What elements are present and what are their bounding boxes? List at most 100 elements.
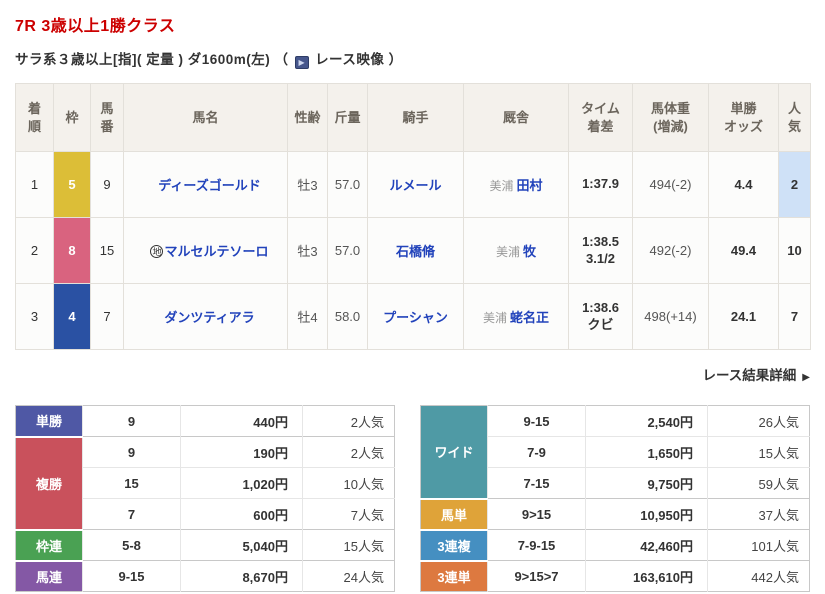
payout-popularity: 24人気 [302, 560, 395, 592]
combination: 9 [82, 405, 181, 437]
combination: 15 [82, 467, 181, 499]
race-conditions-line: サラ系３歳以上[指]( 定量 ) ダ1600m(左) （ ▶ レース映像 ） [15, 48, 810, 69]
bet-type-trifecta: 3連単 [420, 559, 488, 592]
win-odds: 49.4 [708, 217, 779, 284]
payout-popularity: 2人気 [302, 436, 395, 468]
bet-type-win: 単勝 [15, 405, 83, 437]
payout-amount: 42,460円 [585, 529, 708, 561]
combination: 9-15 [82, 560, 181, 592]
payout-amount: 2,540円 [585, 405, 708, 437]
popularity-rank: 10 [778, 217, 811, 284]
combination: 7-9-15 [487, 529, 586, 561]
col-win-odds: 単勝 オッズ [708, 83, 779, 152]
bet-type-wide: ワイド [420, 405, 488, 499]
trainer-link[interactable]: 田村 [516, 178, 543, 193]
col-time-margin: タイム 着差 [568, 83, 633, 152]
payout-section: 単勝 9 440円 2人気 複勝 9 190円 2人気 15 1,020円 10… [15, 405, 810, 592]
payout-popularity: 7人気 [302, 498, 395, 530]
paren-close: ） [388, 52, 403, 67]
payout-popularity: 442人気 [707, 560, 810, 592]
horse-name-link[interactable]: ダンツティアラ [164, 310, 255, 325]
payout-row: 3連単 9>15>7 163,610円 442人気 [420, 559, 810, 592]
time-margin: 1:38.5 3.1/2 [568, 217, 633, 284]
detail-link-row: レース結果詳細 ▶ [15, 364, 810, 385]
payout-amount: 1,650円 [585, 436, 708, 468]
horse-number: 7 [90, 283, 124, 350]
combination: 9-15 [487, 405, 586, 437]
frame-number: 8 [53, 217, 91, 284]
race-result-detail-link[interactable]: レース結果詳細 ▶ [702, 368, 810, 383]
payout-amount: 9,750円 [585, 467, 708, 499]
finish-position: 3 [15, 283, 54, 350]
col-stable: 厩舎 [463, 83, 569, 152]
popularity-rank: 7 [778, 283, 811, 350]
combination: 5-8 [82, 529, 181, 561]
payout-row: 7 600円 7人気 [16, 498, 395, 530]
jockey-link[interactable]: プーシャン [383, 310, 448, 325]
payout-row: 馬連 9-15 8,670円 24人気 [15, 559, 395, 592]
finish-position: 1 [15, 151, 54, 218]
win-odds: 4.4 [708, 151, 779, 218]
combination: 9 [82, 436, 181, 468]
finish-time: 1:37.9 [582, 176, 619, 192]
payout-row: 枠連 5-8 5,040円 15人気 [15, 528, 395, 561]
stable-region: 美浦 [482, 311, 507, 325]
results-header-row: 着 順 枠 馬 番 馬名 性齢 斤量 騎手 厩舎 タイム 着差 馬体重 (増減)… [15, 83, 811, 152]
payout-popularity: 101人気 [707, 529, 810, 561]
payout-row: 15 1,020円 10人気 [16, 467, 395, 499]
win-odds: 24.1 [708, 283, 779, 350]
horse-number: 15 [90, 217, 124, 284]
col-horse-name: 馬名 [123, 83, 288, 152]
payout-row: 7-9 1,650円 15人気 [421, 436, 810, 468]
bet-type-quinella: 馬連 [15, 559, 83, 592]
payout-row: ワイド 9-15 2,540円 26人気 [420, 405, 810, 499]
race-title: 7R 3歳以上1勝クラス [15, 18, 176, 35]
popularity-rank: 2 [778, 151, 811, 218]
payout-amount: 600円 [180, 498, 303, 530]
carried-weight: 57.0 [327, 151, 368, 218]
combination: 7-15 [487, 467, 586, 499]
body-weight: 498(+14) [632, 283, 709, 350]
sex-age: 牡3 [287, 217, 328, 284]
jockey-link[interactable]: ルメール [389, 178, 442, 193]
trainer-link[interactable]: 牧 [523, 244, 537, 259]
time-margin: 1:37.9 [568, 151, 633, 218]
horse-name-link[interactable]: ディーズゴールド [158, 178, 261, 193]
col-finish: 着 順 [15, 83, 54, 152]
payout-popularity: 15人気 [707, 436, 810, 468]
finish-time: 1:38.5 [582, 233, 619, 249]
payout-popularity: 10人気 [302, 467, 395, 499]
trainer-link[interactable]: 蛯名正 [510, 310, 550, 325]
result-row: 2 8 15 地マルセルテソーロ 牡3 57.0 石橋脩 美浦牧 1:38.5 3… [15, 217, 811, 284]
payout-amount: 8,670円 [180, 560, 303, 592]
horse-name-link[interactable]: マルセルテソーロ [164, 244, 269, 259]
finish-time: 1:38.6 [582, 299, 619, 315]
combination: 9>15 [487, 498, 586, 530]
combination: 7-9 [487, 436, 586, 468]
col-jockey: 騎手 [367, 83, 464, 152]
race-video-link[interactable]: ▶ レース映像 [293, 52, 385, 69]
payout-popularity: 2人気 [302, 405, 395, 437]
regional-horse-mark: 地 [150, 245, 164, 258]
combination: 9>15>7 [487, 560, 586, 592]
jockey-link[interactable]: 石橋脩 [395, 244, 435, 259]
payout-row: 複勝 9 190円 2人気 [15, 435, 395, 530]
frame-number: 4 [53, 283, 91, 350]
sex-age: 牡4 [287, 283, 328, 350]
payout-row: 7-15 9,750円 59人気 [421, 467, 810, 499]
payout-popularity: 59人気 [707, 467, 810, 499]
bet-type-bracket-quinella: 枠連 [15, 528, 83, 561]
horse-number: 9 [90, 151, 124, 218]
finish-position: 2 [15, 217, 54, 284]
payout-amount: 10,950円 [585, 498, 708, 530]
payout-table-right: ワイド 9-15 2,540円 26人気 7-9 1,650円 15人気 7-1… [420, 405, 810, 592]
payout-popularity: 15人気 [302, 529, 395, 561]
bet-type-trio: 3連複 [420, 528, 488, 561]
col-popularity: 人 気 [778, 83, 811, 152]
payout-popularity: 26人気 [707, 405, 810, 437]
col-horse-number: 馬 番 [90, 83, 124, 152]
payout-popularity: 37人気 [707, 498, 810, 530]
body-weight: 494(-2) [632, 151, 709, 218]
col-frame: 枠 [53, 83, 91, 152]
